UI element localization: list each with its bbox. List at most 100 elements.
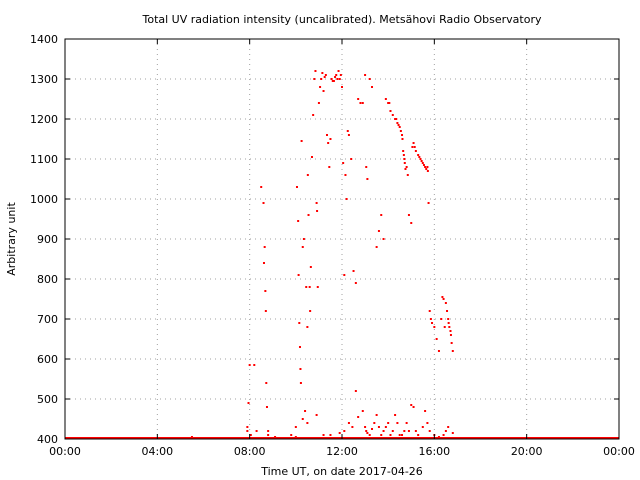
data-point — [394, 118, 397, 120]
data-point — [315, 202, 318, 204]
data-point — [447, 426, 450, 428]
data-point — [327, 142, 330, 144]
data-point — [330, 78, 333, 80]
data-point — [397, 124, 400, 126]
data-point — [306, 326, 309, 328]
data-point — [364, 426, 367, 428]
data-point — [338, 78, 341, 80]
data-point — [447, 322, 450, 324]
data-point — [382, 238, 385, 240]
data-point — [387, 422, 390, 424]
data-point — [321, 72, 324, 74]
x-tick-label: 16:00 — [418, 445, 450, 458]
data-point — [319, 86, 322, 88]
x-tick-labels: 00:00 04:00 08:00 12:00 16:00 20:00 00:00 — [49, 445, 635, 458]
data-point — [299, 382, 302, 384]
data-point — [316, 286, 319, 288]
data-point — [410, 404, 413, 406]
data-point — [336, 78, 339, 80]
data-point — [414, 430, 417, 432]
data-point — [328, 166, 331, 168]
data-point — [368, 434, 371, 436]
data-point — [338, 432, 341, 434]
x-axis-label: Time UT, on date 2017-04-26 — [260, 465, 423, 478]
data-point — [265, 406, 268, 408]
data-point — [391, 430, 394, 432]
data-point — [301, 246, 304, 248]
data-point — [346, 130, 349, 132]
data-point — [382, 430, 385, 432]
data-point — [449, 330, 452, 332]
data-point — [421, 162, 424, 164]
data-point — [443, 326, 446, 328]
data-point — [329, 434, 332, 436]
data-point — [410, 222, 413, 224]
data-point — [407, 214, 410, 216]
data-point — [437, 350, 440, 352]
data-point — [322, 434, 325, 436]
data-point — [350, 158, 353, 160]
data-point — [312, 114, 315, 116]
data-point — [309, 266, 312, 268]
data-point — [380, 214, 383, 216]
data-point — [354, 282, 357, 284]
data-point — [345, 198, 348, 200]
data-point — [253, 364, 256, 366]
x-tick-label: 08:00 — [234, 445, 266, 458]
data-point — [337, 70, 340, 72]
x-tick-label: 20:00 — [511, 445, 543, 458]
data-point — [341, 86, 343, 88]
data-point — [450, 342, 453, 344]
data-point — [352, 270, 355, 272]
data-point — [394, 414, 397, 416]
data-point — [304, 410, 307, 412]
data-point — [351, 426, 354, 428]
data-point — [359, 102, 362, 104]
data-point — [308, 286, 311, 288]
data-point — [411, 146, 414, 148]
data-point — [389, 434, 392, 436]
data-point — [317, 102, 320, 104]
data-point — [427, 202, 430, 204]
data-point — [414, 150, 417, 152]
data-point — [347, 422, 350, 424]
data-point — [441, 296, 444, 298]
data-point — [342, 162, 345, 164]
data-point — [267, 434, 270, 436]
data-point — [421, 426, 424, 428]
data-point — [298, 322, 301, 324]
y-tick-label: 400 — [37, 433, 58, 446]
data-point — [389, 110, 392, 112]
data-point — [371, 86, 374, 88]
y-tick-label: 1300 — [30, 73, 58, 86]
data-point — [447, 318, 450, 320]
data-point — [403, 430, 406, 432]
data-point — [306, 174, 309, 176]
data-point — [298, 346, 301, 348]
data-point — [424, 410, 427, 412]
data-point — [332, 80, 335, 82]
data-point — [307, 214, 310, 216]
y-tick-labels: 400 500 600 700 800 900 1000 1100 1200 1300 1400 — [30, 33, 58, 446]
data-point — [428, 310, 431, 312]
chart-title: Total UV radiation intensity (uncalibrat… — [142, 13, 542, 26]
data-point — [290, 434, 293, 436]
data-point — [422, 164, 425, 166]
data-point — [398, 126, 401, 128]
data-point — [399, 130, 402, 132]
data-point — [440, 318, 443, 320]
data-point — [384, 98, 387, 100]
data-point — [448, 326, 451, 328]
data-point — [331, 80, 334, 82]
data-point — [424, 166, 427, 168]
data-point — [417, 154, 420, 156]
data-point — [404, 168, 407, 170]
data-point — [309, 310, 312, 312]
y-tick-label: 500 — [37, 393, 58, 406]
data-point — [274, 436, 277, 438]
data-point — [264, 290, 267, 292]
data-point — [405, 166, 408, 168]
data-point — [377, 426, 380, 428]
